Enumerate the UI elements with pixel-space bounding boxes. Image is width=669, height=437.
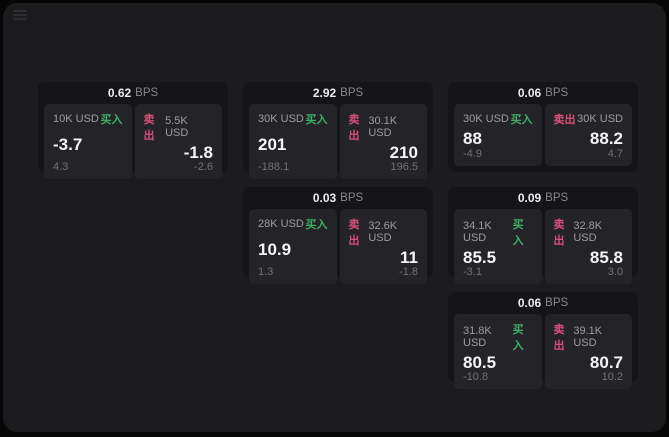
quote-card-2: 2.92 BPS 30K USD 买入 201 -188.1 卖出 30.1K … [243,82,433,179]
buy-panel[interactable]: 28K USD 买入 10.9 1.3 [249,209,337,284]
sell-panel[interactable]: 卖出 32.8K USD 85.8 3.0 [544,209,632,284]
buy-label: 买入 [512,324,524,352]
sell-amount: 5.5K USD [165,115,189,139]
sell-amount: 30K USD [577,113,623,125]
buy-sub-value: -3.1 [463,266,482,278]
bps-unit-label: BPS [135,87,159,99]
sell-label: 卖出 [143,114,155,142]
buy-amount: 34.1K USD [463,220,492,244]
buy-label: 买入 [305,219,328,231]
bps-header: 0.03 BPS [249,187,427,209]
bps-value: 2.92 [312,86,337,100]
sell-price: 85.8 [589,248,623,267]
buy-sub-value: -188.1 [258,161,290,173]
bps-unit-label: BPS [545,192,569,204]
buy-label: 买入 [512,219,524,247]
quote-card-4: 0.03 BPS 28K USD 买入 10.9 1.3 卖出 32.6K US… [243,187,433,284]
buy-price: -3.7 [53,135,83,154]
sell-sub-value: -2.6 [194,161,213,173]
bps-header: 0.06 BPS [454,82,632,104]
sell-sub-value: 3.0 [607,266,623,278]
sell-panel[interactable]: 卖出 5.5K USD -1.8 -2.6 [134,104,222,179]
buy-price: 88 [463,128,482,148]
buy-sub-value: -10.8 [463,371,489,383]
sell-price: 210 [389,143,418,162]
sell-panel[interactable]: 卖出 39.1K USD 80.7 10.2 [544,314,632,389]
bps-value: 0.03 [312,191,337,205]
sell-sub-value: 4.7 [607,148,623,160]
sell-panel[interactable]: 卖出 32.6K USD 11 -1.8 [339,209,427,284]
buy-panel[interactable]: 30K USD 买入 201 -188.1 [249,104,337,179]
sell-label: 卖出 [553,324,565,352]
buy-sub-value: 4.3 [53,161,69,173]
bps-unit-label: BPS [545,87,569,99]
bps-unit-label: BPS [340,192,364,204]
buy-amount: 28K USD [258,218,304,230]
sell-price: -1.8 [183,143,213,162]
bps-header: 0.62 BPS [44,82,222,104]
buy-price: 85.5 [463,248,497,267]
bps-header: 0.06 BPS [454,292,632,314]
sell-label: 卖出 [553,219,565,247]
sell-sub-value: 10.2 [601,371,623,383]
buy-panel[interactable]: 34.1K USD 买入 85.5 -3.1 [454,209,542,284]
bps-value: 0.62 [107,86,132,100]
buy-price: 10.9 [258,240,292,259]
buy-amount: 31.8K USD [463,325,492,349]
bps-header: 2.92 BPS [249,82,427,104]
sell-label: 卖出 [553,114,576,126]
main-panel: 0.62 BPS 10K USD 买入 -3.7 4.3 卖出 5.5K USD [3,3,666,432]
quote-card-3: 0.06 BPS 30K USD 买入 88 -4.9 卖出 30K USD [448,82,638,172]
quote-card-5: 0.09 BPS 34.1K USD 买入 85.5 -3.1 卖出 32.8K… [448,187,638,284]
sell-price: 88.2 [589,128,623,148]
sell-sub-value: -1.8 [399,266,418,278]
sell-amount: 32.8K USD [573,220,603,244]
sell-panel[interactable]: 卖出 30.1K USD 210 196.5 [339,104,427,179]
bps-value: 0.09 [517,191,542,205]
buy-panel[interactable]: 30K USD 买入 88 -4.9 [454,104,542,166]
quote-card-grid: 0.62 BPS 10K USD 买入 -3.7 4.3 卖出 5.5K USD [38,82,638,389]
bps-value: 0.06 [517,86,542,100]
bps-unit-label: BPS [545,297,569,309]
quote-card-6: 0.06 BPS 31.8K USD 买入 80.5 -10.8 卖出 39.1… [448,292,638,389]
buy-amount: 10K USD [53,113,99,125]
buy-label: 买入 [305,114,328,126]
buy-label: 买入 [510,114,533,126]
bps-header: 0.09 BPS [454,187,632,209]
sell-price: 80.7 [589,353,623,372]
buy-sub-value: -4.9 [463,148,482,160]
quote-card-1: 0.62 BPS 10K USD 买入 -3.7 4.3 卖出 5.5K USD [38,82,228,179]
buy-panel[interactable]: 10K USD 买入 -3.7 4.3 [44,104,132,179]
buy-price: 80.5 [463,353,497,372]
buy-label: 买入 [100,114,123,126]
buy-amount: 30K USD [258,113,304,125]
sell-label: 卖出 [348,219,360,247]
sell-sub-value: 196.5 [390,161,418,173]
buy-price: 201 [258,135,287,154]
buy-amount: 30K USD [463,113,509,125]
sell-label: 卖出 [348,114,360,142]
buy-panel[interactable]: 31.8K USD 买入 80.5 -10.8 [454,314,542,389]
menu-icon[interactable] [13,10,27,20]
sell-panel[interactable]: 卖出 30K USD 88.2 4.7 [544,104,632,166]
bps-unit-label: BPS [340,87,364,99]
sell-price: 11 [400,248,418,267]
sell-amount: 30.1K USD [368,115,398,139]
sell-amount: 32.6K USD [368,220,398,244]
sell-amount: 39.1K USD [573,325,603,349]
buy-sub-value: 1.3 [258,266,274,278]
bps-value: 0.06 [517,296,542,310]
